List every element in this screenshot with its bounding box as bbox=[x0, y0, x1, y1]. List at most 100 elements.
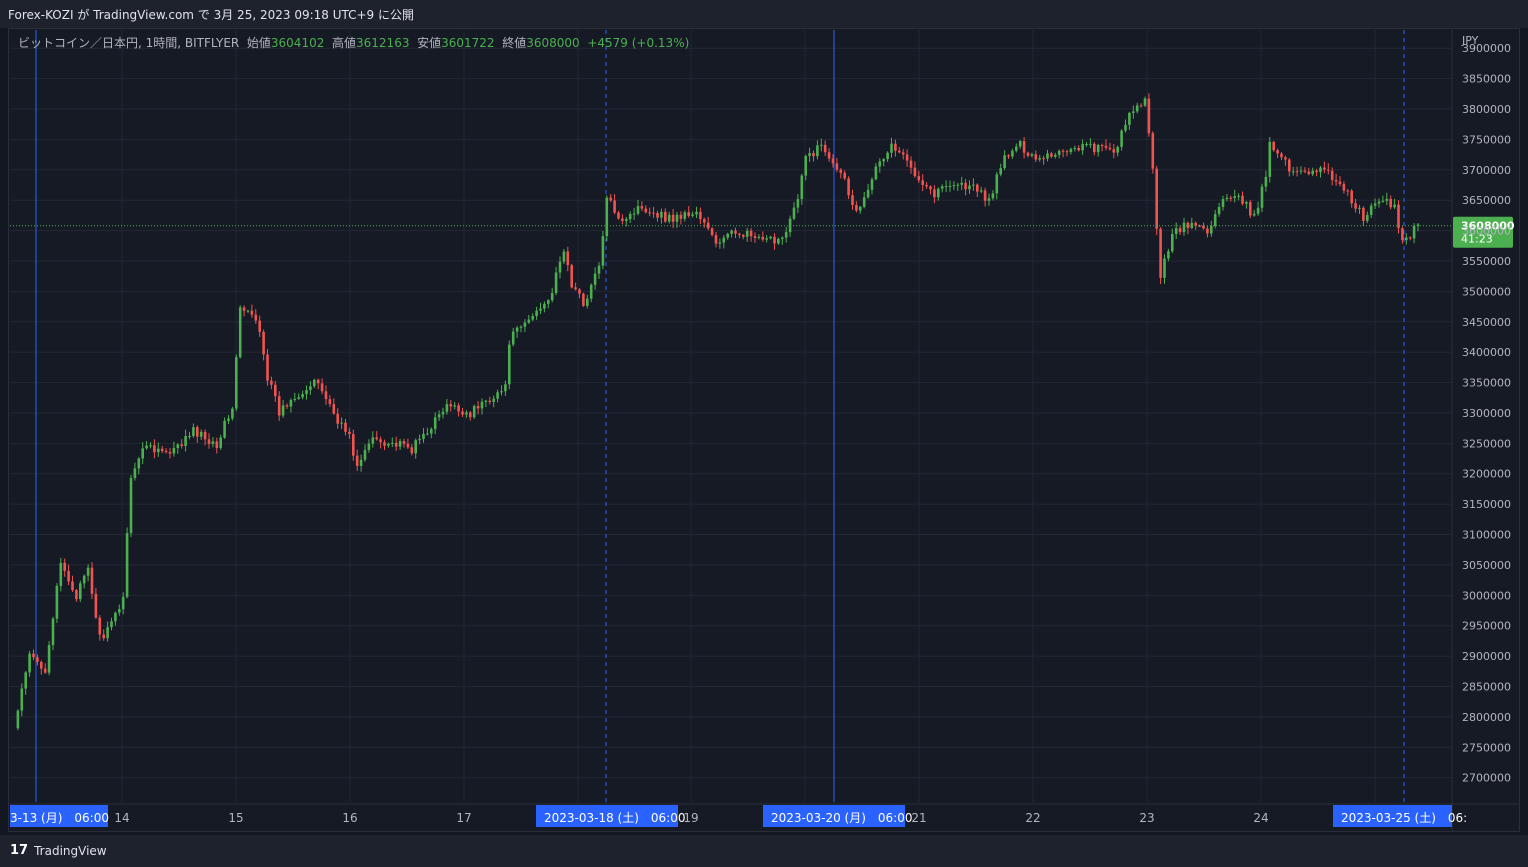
candle-body bbox=[683, 212, 687, 219]
candle-body bbox=[1065, 151, 1069, 153]
candle bbox=[1057, 149, 1061, 159]
candle bbox=[1174, 222, 1178, 240]
tradingview-brand[interactable]: 17 TradingView bbox=[10, 843, 107, 858]
candle bbox=[866, 183, 870, 199]
candle bbox=[972, 178, 975, 191]
price-tick-label: 2800000 bbox=[1462, 711, 1511, 724]
candle-body bbox=[472, 405, 476, 418]
candle bbox=[820, 138, 823, 152]
price-tick-label: 3500000 bbox=[1462, 285, 1511, 298]
candle-body bbox=[539, 308, 542, 311]
candle bbox=[792, 202, 796, 221]
candle bbox=[1093, 142, 1096, 156]
candle bbox=[129, 474, 133, 538]
candle-body bbox=[1366, 214, 1369, 221]
candle-body bbox=[671, 214, 675, 222]
candle bbox=[940, 184, 944, 193]
candle-body bbox=[1073, 147, 1077, 149]
candle-body bbox=[855, 204, 858, 211]
candle-body bbox=[1362, 207, 1365, 221]
candle bbox=[1206, 226, 1209, 238]
candle bbox=[461, 407, 464, 417]
candle bbox=[430, 427, 433, 439]
candle bbox=[781, 236, 784, 245]
candle bbox=[1202, 222, 1205, 230]
candle bbox=[878, 158, 882, 173]
candle-body bbox=[476, 405, 480, 409]
candle-body bbox=[1272, 141, 1275, 151]
candle bbox=[1116, 145, 1119, 157]
candle-body bbox=[1057, 150, 1061, 155]
candle bbox=[16, 709, 20, 731]
candle-body bbox=[851, 195, 854, 205]
candle-body bbox=[196, 427, 199, 437]
candle bbox=[956, 182, 960, 191]
chart-panel[interactable] bbox=[8, 28, 1520, 832]
candle-body bbox=[281, 405, 285, 416]
candle-body bbox=[75, 590, 78, 600]
candle-body bbox=[1295, 171, 1299, 173]
candle bbox=[1299, 166, 1303, 175]
candle bbox=[687, 206, 690, 218]
price-tick-label: 3000000 bbox=[1462, 589, 1511, 602]
candle bbox=[394, 436, 398, 451]
price-tick-label: 3100000 bbox=[1462, 529, 1511, 542]
candle-body bbox=[305, 390, 308, 395]
candle-body bbox=[1338, 181, 1342, 185]
candle-body bbox=[734, 230, 737, 234]
candle-body bbox=[1319, 167, 1322, 173]
candle bbox=[1377, 198, 1381, 208]
candle-body bbox=[285, 405, 289, 407]
candle bbox=[890, 137, 893, 158]
candle-body bbox=[1202, 225, 1205, 229]
candle-body bbox=[418, 438, 421, 441]
candle bbox=[1167, 248, 1170, 262]
candle bbox=[235, 354, 238, 412]
candle-body bbox=[437, 414, 441, 418]
candle bbox=[570, 263, 573, 289]
candle bbox=[1311, 167, 1314, 177]
candle bbox=[547, 299, 550, 309]
time-highlight-box bbox=[1333, 805, 1452, 827]
candle bbox=[289, 398, 293, 413]
candle-body bbox=[812, 153, 815, 157]
candle-body bbox=[1132, 111, 1135, 113]
open-value: 3604102 bbox=[270, 36, 325, 50]
candle-body bbox=[1206, 228, 1209, 234]
candle bbox=[484, 399, 488, 407]
candle bbox=[566, 246, 570, 272]
candle bbox=[371, 431, 375, 448]
candle bbox=[1245, 200, 1248, 209]
candle bbox=[1198, 224, 1201, 228]
candle-body bbox=[1245, 202, 1248, 204]
candle bbox=[133, 462, 137, 481]
candle bbox=[1241, 191, 1244, 206]
candle-body bbox=[1171, 233, 1174, 252]
candle bbox=[1190, 217, 1194, 230]
candle bbox=[1108, 142, 1112, 151]
candle bbox=[1381, 195, 1385, 203]
candle-body bbox=[453, 405, 456, 407]
candle bbox=[734, 227, 737, 238]
candle-body bbox=[1151, 133, 1155, 169]
candle-body bbox=[1291, 171, 1295, 173]
candle-body bbox=[1323, 167, 1326, 170]
candle-body bbox=[1007, 155, 1010, 157]
candle bbox=[901, 148, 905, 160]
candle-body bbox=[246, 310, 250, 312]
candle bbox=[418, 434, 421, 445]
candle bbox=[761, 231, 765, 242]
candle-body bbox=[823, 144, 827, 153]
candle bbox=[738, 232, 741, 239]
candle bbox=[960, 176, 963, 191]
candle bbox=[874, 163, 878, 181]
candle-body bbox=[328, 399, 332, 405]
candle bbox=[625, 216, 628, 227]
candle-body bbox=[1408, 237, 1412, 239]
candle-body bbox=[118, 609, 121, 613]
candle bbox=[492, 395, 495, 408]
candle-body bbox=[699, 211, 702, 220]
candle-body bbox=[995, 174, 999, 194]
candle bbox=[1401, 226, 1404, 244]
